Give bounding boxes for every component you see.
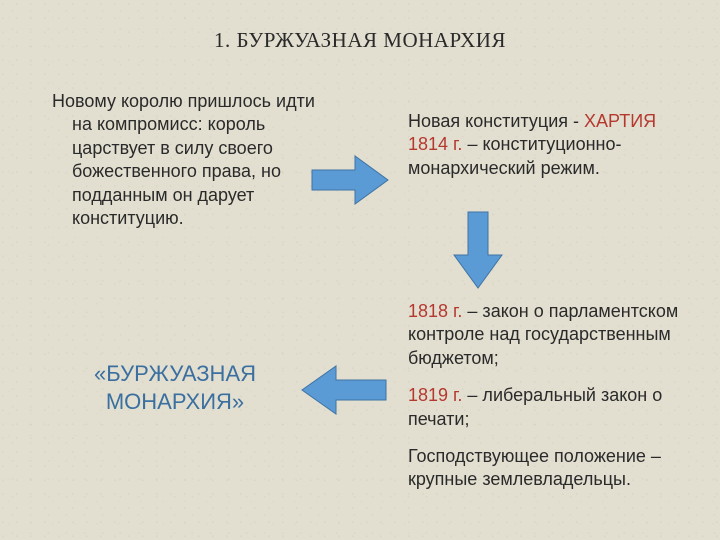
arrow-down-icon [448,210,508,290]
br-p1-red: 1818 г. [408,301,462,321]
arrow-left-icon [298,360,388,420]
br-p2: 1819 г. – либеральный закон о печати; [408,384,688,431]
slide-title: 1. БУРЖУАЗНАЯ МОНАРХИЯ [0,28,720,53]
arrow-right-icon [310,150,390,210]
br-p2-red: 1819 г. [408,385,462,405]
slide: 1. БУРЖУАЗНАЯ МОНАРХИЯ Новому королю при… [0,0,720,540]
br-p3: Господствующее положение – крупные земле… [408,445,688,492]
text-block-top-right: Новая конституция - ХАРТИЯ 1814 г. – кон… [408,110,688,180]
text-block-top-left: Новому королю пришлось идти на компромис… [32,90,337,230]
br-p1: 1818 г. – закон о парламентском контроле… [408,300,688,370]
text-block-bottom-left: «БУРЖУАЗНАЯ МОНАРХИЯ» [75,360,275,415]
text-block-bottom-right: 1818 г. – закон о парламентском контроле… [408,300,688,506]
tr-pre: Новая конституция - [408,111,584,131]
